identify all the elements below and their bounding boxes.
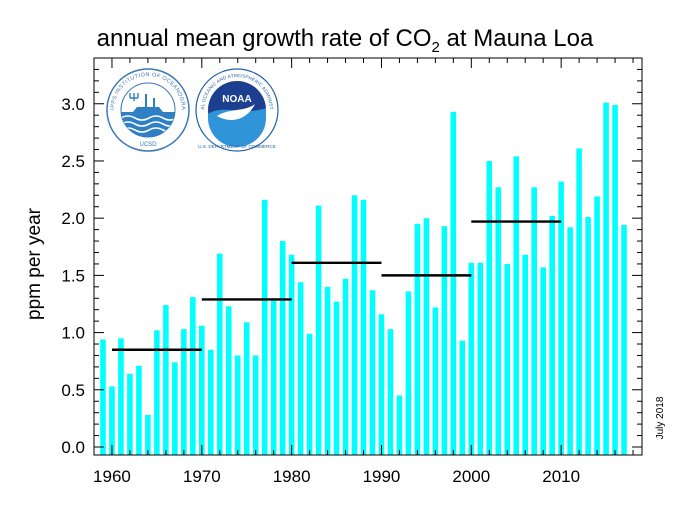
bar-1971 [208,349,214,455]
bar-1976 [252,355,259,455]
bar-1980 [288,254,295,455]
bar-1967 [172,362,178,455]
bar-1999 [459,340,466,455]
bar-1979 [279,241,286,455]
x-tick-label: 1980 [273,467,311,486]
bar-1988 [360,199,367,455]
scripps-logo: SCRIPPS INSTITUTION OF OCEANOGRAPHY UCSD [106,68,190,152]
noaa-logo: NOAA NATIONAL OCEANIC AND ATMOSPHERIC AD… [195,68,279,152]
bar-2015 [603,102,609,456]
bar-2009 [549,215,555,455]
x-tick-label: 2000 [452,467,490,486]
bar-1977 [261,199,268,455]
bar-1987 [351,195,358,456]
bar-1984 [324,286,331,455]
bar-1968 [181,329,187,455]
ticks-group: 1960 1970 1980 1990 2000 2010 0.0 0.5 1.0 1.5 2.0 2… [61,58,642,486]
x-tick-label: 1960 [93,467,131,486]
y-tick-label: 1.5 [61,266,85,285]
bar-2013 [585,217,591,455]
decade-means-group [111,220,562,351]
bar-2006 [522,254,528,455]
chart-title-tail: at Mauna Loa [440,25,594,52]
bar-1995 [423,218,430,455]
noaa-logo-bottom: U.S. DEPARTMENT OF COMMERCE [198,144,276,149]
bar-1962 [127,373,133,455]
bar-1993 [405,291,412,455]
bar-1992 [396,395,403,455]
bar-1978 [270,298,277,455]
chart-title-main: annual mean growth rate of CO [97,25,432,52]
chart-title: annual mean growth rate of CO2 at Mauna … [97,25,594,56]
date-note: July 2018 [655,396,666,439]
bar-2005 [513,156,520,455]
bar-1963 [136,365,142,455]
bar-1964 [145,414,151,455]
bar-1991 [387,329,394,455]
y-tick-label: 2.5 [61,152,85,171]
bar-1982 [306,333,313,455]
bar-1990 [378,314,385,455]
bar-2016 [612,104,618,455]
bar-1970 [199,325,205,455]
bar-2011 [567,227,573,455]
x-tick-label: 1970 [183,467,221,486]
bar-1969 [190,297,196,455]
bar-2010 [558,181,564,455]
bar-2014 [594,196,600,455]
bar-1989 [369,290,376,455]
bar-1973 [225,306,232,455]
bar-1961 [118,338,124,455]
bar-1996 [432,307,439,455]
plot-frame [93,57,643,456]
y-axis-label: ppm per year [24,207,45,320]
bars-group [100,102,627,456]
y-tick-label: 0.5 [61,381,85,400]
bar-2017 [621,225,627,455]
bar-1960 [109,386,115,455]
bar-2001 [477,262,484,455]
bar-1983 [315,205,322,455]
bar-2007 [531,187,537,455]
bar-1966 [163,305,169,455]
y-tick-label: 2.0 [61,209,85,228]
bar-1981 [297,282,304,455]
x-tick-label: 1990 [363,467,401,486]
bar-1972 [216,253,223,455]
bar-1998 [450,111,457,456]
y-tick-label: 1.0 [61,324,85,343]
bar-1959 [100,339,106,455]
bar-2004 [504,263,511,455]
bar-2000 [468,262,475,455]
bar-2003 [495,187,502,455]
noaa-logo-text: NOAA [222,94,251,105]
bar-2008 [540,267,546,455]
bar-1997 [441,226,448,455]
bar-1986 [342,278,349,455]
bar-1985 [333,301,340,455]
x-tick-label: 2010 [542,467,580,486]
bar-2002 [486,160,493,455]
bar-1975 [243,322,250,455]
bar-2012 [576,148,582,455]
bar-1965 [154,330,160,455]
bar-1994 [414,223,421,455]
y-tick-label: 0.0 [61,438,85,457]
scripps-logo-bottom: UCSD [139,142,157,148]
y-tick-label: 3.0 [61,95,85,114]
chart-title-subscript: 2 [432,39,440,56]
bar-1974 [234,355,241,455]
